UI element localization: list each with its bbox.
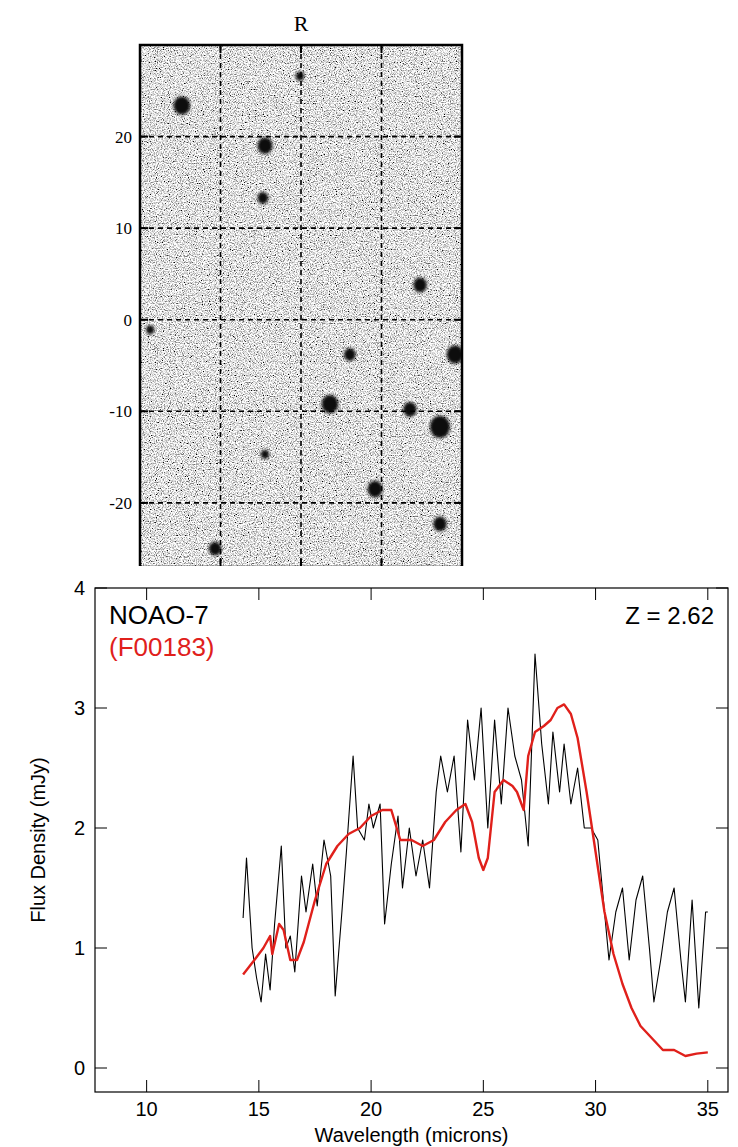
tick	[454, 410, 462, 412]
tick-label: 0	[74, 1057, 85, 1079]
source	[368, 481, 383, 498]
source	[257, 192, 268, 204]
frame	[140, 45, 462, 567]
spectrum-panel: 10 15 20 25 30 35 0 1 2 3 4 NOAO-7(F00183) Z = 2.62 W…	[27, 566, 738, 1147]
grid-line	[140, 136, 462, 138]
tick-label: 15	[248, 1098, 270, 1120]
page: -20 -10 0 10 20 R 10 15 20 25 30 35 0 1 2 3 4 NOAO-7(F001…	[0, 0, 738, 1147]
annotation: Z = 2.62	[625, 602, 714, 629]
legend-entry: (F00183)	[109, 632, 215, 662]
tick-label: 1	[74, 937, 85, 959]
tick-label: 0	[124, 311, 133, 330]
frame	[95, 588, 728, 1092]
tick-label: 10	[136, 1098, 158, 1120]
tick	[454, 502, 462, 504]
source	[146, 325, 154, 334]
tick	[95, 828, 107, 829]
legend-entry: NOAO-7	[109, 600, 209, 630]
grid-line	[300, 45, 302, 567]
grid-line	[381, 45, 383, 567]
tick	[220, 45, 222, 53]
y-axis-title: Flux Density (mJy)	[27, 757, 49, 923]
image-panel: -20 -10 0 10 20 R	[109, 11, 463, 567]
grid-line	[140, 411, 462, 413]
tick	[483, 1080, 484, 1092]
tick-label: 35	[697, 1098, 719, 1120]
source	[430, 416, 450, 438]
tick	[381, 45, 383, 53]
tick	[140, 136, 148, 138]
tick-label: 25	[472, 1098, 494, 1120]
tick	[716, 948, 728, 949]
source	[344, 348, 356, 361]
tick	[300, 559, 302, 567]
tick	[95, 708, 107, 709]
grid-line	[140, 502, 462, 504]
tick	[707, 1080, 708, 1092]
source	[413, 278, 426, 293]
tick	[371, 1080, 372, 1092]
series-line	[243, 654, 708, 1008]
sources	[146, 72, 462, 556]
source	[447, 345, 462, 363]
tick	[716, 708, 728, 709]
tick	[146, 588, 147, 600]
tick	[454, 136, 462, 138]
tick-label: 30	[584, 1098, 606, 1120]
tick-label: 10	[115, 219, 132, 238]
tick-label: 20	[115, 128, 132, 147]
tick	[95, 948, 107, 949]
source	[173, 96, 190, 114]
source	[403, 402, 416, 417]
tick	[220, 559, 222, 567]
tick	[140, 319, 148, 321]
source	[209, 542, 222, 556]
noise-background	[140, 45, 462, 567]
tick	[716, 1068, 728, 1069]
tick	[707, 588, 708, 600]
title: R	[294, 11, 309, 36]
tick	[140, 227, 148, 229]
tick-label: 3	[74, 697, 85, 719]
tick-label: -20	[109, 494, 132, 513]
tick	[454, 227, 462, 229]
tick	[95, 1068, 107, 1069]
tick-label: -10	[109, 402, 132, 421]
tick	[595, 1080, 596, 1092]
source	[322, 395, 339, 413]
x-axis-title: Wavelength (microns)	[315, 1124, 509, 1146]
tick-label: 2	[74, 817, 85, 839]
tick	[140, 502, 148, 504]
tick	[300, 45, 302, 53]
grid-line	[220, 45, 222, 567]
tick-label: 4	[74, 577, 85, 599]
tick	[258, 588, 259, 600]
tick	[454, 319, 462, 321]
source	[433, 517, 446, 532]
tick	[381, 559, 383, 567]
tick	[595, 588, 596, 600]
grid-line	[140, 319, 462, 321]
tick	[146, 1080, 147, 1092]
grid-line	[140, 227, 462, 229]
source	[261, 450, 269, 459]
panel-background	[55, 566, 738, 1147]
series-line	[243, 704, 708, 1056]
series-group	[243, 654, 708, 1056]
tick	[483, 588, 484, 600]
source	[296, 72, 304, 81]
tick	[258, 1080, 259, 1092]
source	[257, 137, 272, 154]
tick-label: 20	[360, 1098, 382, 1120]
tick	[371, 588, 372, 600]
tick	[716, 828, 728, 829]
tick	[140, 410, 148, 412]
